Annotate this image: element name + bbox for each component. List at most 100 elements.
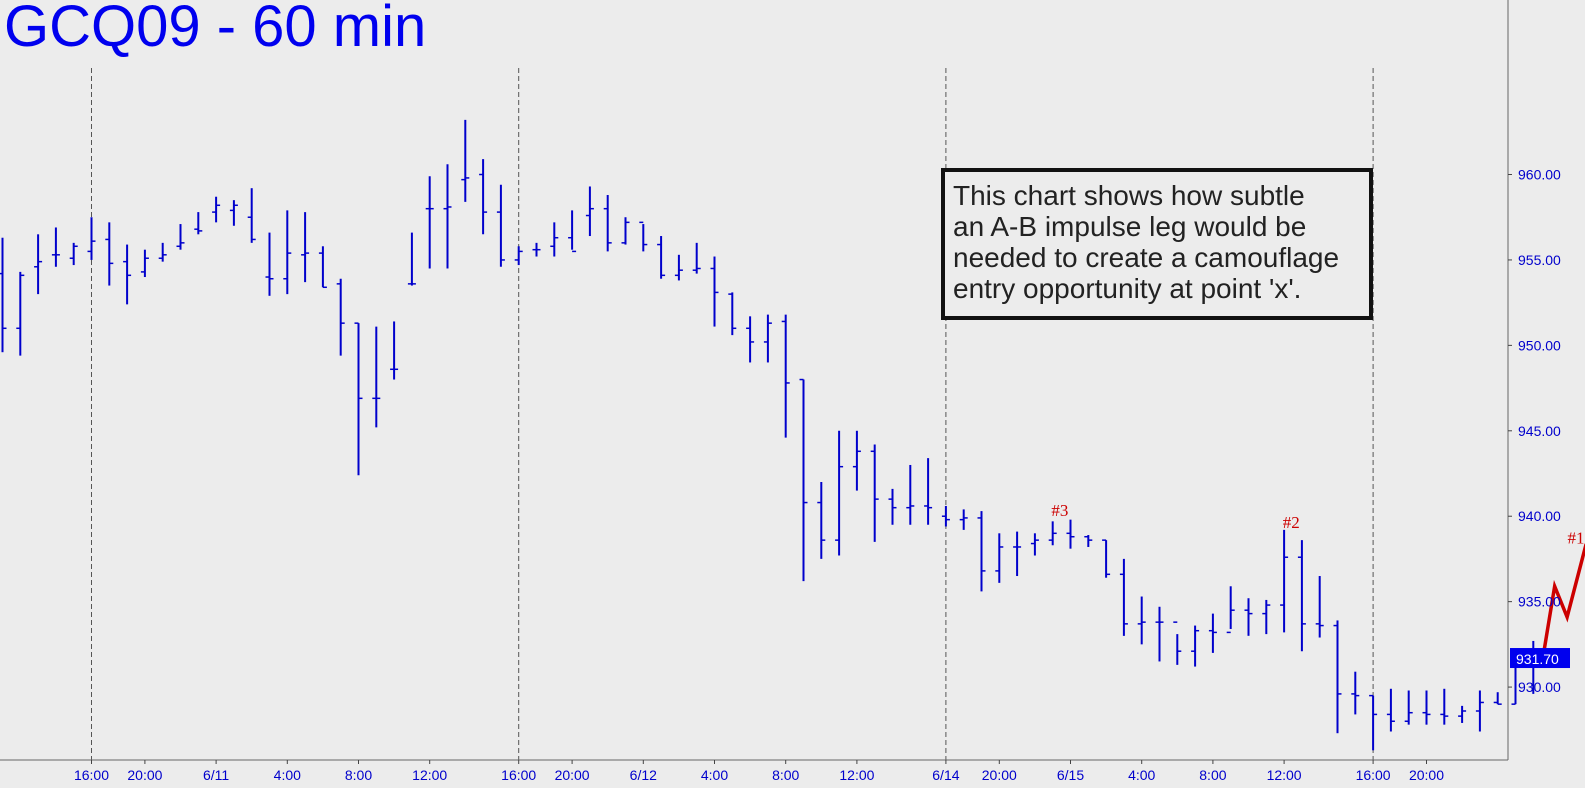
ohlc-bar bbox=[443, 164, 452, 269]
ohlc-bar bbox=[1351, 671, 1360, 715]
x-tick-label: 12:00 bbox=[839, 767, 874, 783]
ohlc-bar bbox=[1475, 690, 1484, 732]
y-tick-label: 945.00 bbox=[1518, 423, 1561, 439]
ohlc-bar bbox=[585, 186, 594, 237]
x-tick-label: 20:00 bbox=[555, 767, 590, 783]
ohlc-bar bbox=[301, 212, 310, 283]
x-tick-label: 12:00 bbox=[412, 767, 447, 783]
ohlc-bar bbox=[639, 221, 648, 252]
ohlc-bar bbox=[1440, 688, 1449, 725]
ohlc-bar bbox=[959, 509, 968, 530]
ohlc-bar bbox=[16, 271, 25, 356]
x-tick-label: 16:00 bbox=[501, 767, 536, 783]
ohlc-bar bbox=[532, 242, 541, 257]
y-tick-label: 950.00 bbox=[1518, 337, 1561, 353]
ohlc-bar bbox=[568, 210, 577, 253]
ohlc-bar bbox=[781, 314, 790, 438]
ohlc-bar bbox=[496, 184, 505, 267]
ohlc-bar bbox=[763, 314, 772, 363]
ohlc-bar bbox=[51, 227, 60, 267]
ohlc-bar bbox=[1191, 625, 1200, 667]
ohlc-bar bbox=[1137, 596, 1146, 645]
annotation-line: an A-B impulse leg would be bbox=[953, 211, 1307, 242]
wave-label: #1 bbox=[1568, 529, 1585, 548]
ohlc-bar bbox=[247, 188, 256, 243]
ohlc-bar bbox=[1155, 606, 1164, 662]
ohlc-bar bbox=[229, 200, 238, 226]
last-price-badge bbox=[1510, 648, 1570, 669]
ohlc-bar bbox=[674, 254, 683, 281]
x-tick-label: 6/14 bbox=[932, 767, 959, 783]
x-tick-label: 4:00 bbox=[1128, 767, 1155, 783]
x-tick-label: 20:00 bbox=[127, 767, 162, 783]
x-tick-label: 8:00 bbox=[345, 767, 372, 783]
ohlc-bar bbox=[479, 159, 488, 235]
ohlc-bar bbox=[1084, 535, 1093, 547]
ohlc-bar bbox=[87, 217, 96, 260]
ohlc-bar bbox=[995, 533, 1004, 583]
ohlc-bar bbox=[870, 444, 879, 542]
y-tick-label: 930.00 bbox=[1518, 679, 1561, 695]
annotation-box: This chart shows how subtle an A-B impul… bbox=[941, 168, 1373, 320]
ohlc-bar bbox=[407, 232, 416, 286]
ohlc-bar bbox=[1013, 531, 1022, 577]
ohlc-bar bbox=[1333, 620, 1342, 734]
ohlc-bar bbox=[140, 249, 149, 278]
ohlc-bar bbox=[1066, 519, 1075, 549]
ohlc-bar bbox=[1173, 621, 1182, 665]
ohlc-bar bbox=[105, 222, 114, 286]
ohlc-bar bbox=[924, 458, 933, 525]
ohlc-bar bbox=[1297, 540, 1306, 652]
ohlc-bar bbox=[354, 322, 363, 476]
annotation-line: This chart shows how subtle bbox=[953, 180, 1305, 211]
ohlc-bar bbox=[1369, 694, 1378, 751]
ohlc-bar bbox=[461, 119, 470, 202]
ohlc-bar bbox=[514, 246, 523, 266]
ohlc-bar bbox=[906, 464, 915, 525]
x-tick-label: 16:00 bbox=[74, 767, 109, 783]
ohlc-bar bbox=[372, 326, 381, 428]
wave-labels: #3#2#1ABCx bbox=[1051, 501, 1585, 548]
ohlc-bar bbox=[1102, 539, 1111, 578]
y-tick-label: 960.00 bbox=[1518, 167, 1561, 183]
ohlc-bar bbox=[1315, 576, 1324, 638]
ohlc-bar bbox=[1458, 705, 1467, 723]
ohlc-bar bbox=[69, 242, 78, 266]
x-tick-label: 12:00 bbox=[1267, 767, 1302, 783]
x-tick-label: 8:00 bbox=[1199, 767, 1226, 783]
ohlc-bar bbox=[1208, 613, 1217, 653]
ohlc-bar bbox=[817, 482, 826, 559]
ohlc-bar bbox=[1422, 690, 1431, 725]
ohlc-bar bbox=[158, 242, 167, 262]
ohlc-bar bbox=[1280, 529, 1289, 633]
y-tick-label: 935.00 bbox=[1518, 594, 1561, 610]
y-tick-label: 955.00 bbox=[1518, 252, 1561, 268]
ohlc-bar bbox=[1493, 692, 1502, 705]
ohlc-bar bbox=[283, 210, 292, 295]
ohlc-bar bbox=[550, 222, 559, 257]
x-tick-label: 20:00 bbox=[982, 767, 1017, 783]
wave-label: #2 bbox=[1283, 513, 1300, 532]
x-tick-label: 20:00 bbox=[1409, 767, 1444, 783]
x-tick-label: 4:00 bbox=[274, 767, 301, 783]
ohlc-bar bbox=[0, 237, 7, 353]
ohlc-bar bbox=[603, 195, 612, 252]
ohlc-bar bbox=[852, 430, 861, 491]
ohlc-bar bbox=[265, 232, 274, 296]
x-tick-label: 6/12 bbox=[630, 767, 657, 783]
x-tick-label: 16:00 bbox=[1356, 767, 1391, 783]
ohlc-bar bbox=[728, 292, 737, 336]
ohlc-bar bbox=[692, 242, 701, 274]
price-bars bbox=[0, 119, 1538, 751]
ohlc-bar bbox=[710, 256, 719, 327]
ohlc-bar bbox=[194, 212, 203, 235]
ohlc-bar bbox=[1048, 521, 1057, 546]
ohlc-bar bbox=[1030, 533, 1039, 556]
ohlc-bar bbox=[123, 244, 132, 305]
ohlc-bar bbox=[176, 224, 185, 250]
x-tick-label: 4:00 bbox=[701, 767, 728, 783]
ohlc-bar bbox=[1244, 598, 1253, 636]
y-tick-label: 940.00 bbox=[1518, 508, 1561, 524]
